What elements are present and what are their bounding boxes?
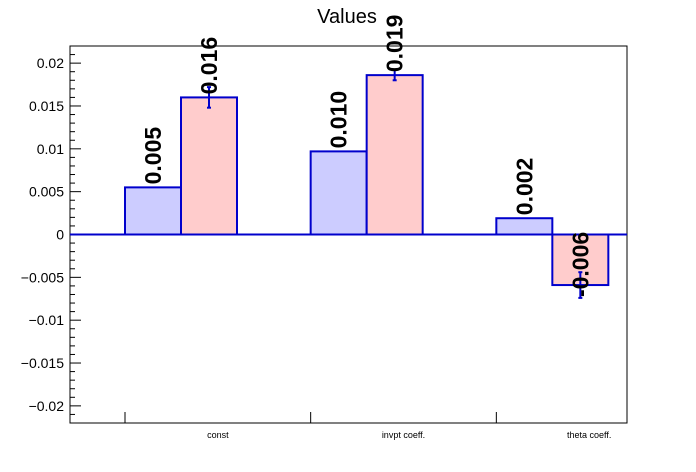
data-label: 0.002 <box>511 158 537 216</box>
y-tick-label: 0.005 <box>29 184 64 200</box>
bar <box>124 186 182 236</box>
data-labels: 0.005 0.010 0.002 0.016 0.019 -0.006 <box>140 15 593 297</box>
y-tick-label: 0.015 <box>29 98 64 114</box>
data-label: 0.016 <box>196 37 222 95</box>
y-tick-label: −0.02 <box>29 398 65 414</box>
bar <box>365 74 424 236</box>
x-axis: const invpt coeff. theta coeff. <box>124 412 611 440</box>
data-label: 0.010 <box>326 91 352 149</box>
bar <box>180 96 238 236</box>
y-tick-label: 0 <box>56 227 64 243</box>
x-tick-label: const <box>207 430 229 440</box>
y-tick-label: −0.005 <box>21 269 64 285</box>
y-tick-label: 0.01 <box>37 141 64 157</box>
y-tick-label: −0.015 <box>21 355 64 371</box>
x-tick-label: theta coeff. <box>567 430 611 440</box>
error-bars <box>207 68 583 299</box>
bar <box>309 150 368 236</box>
y-axis: 0.02 0.015 0.01 0.005 0 −0.005 −0.01 −0.015 −0.0… <box>21 45 81 424</box>
bar <box>495 217 554 236</box>
data-label: 0.019 <box>382 15 408 73</box>
chart-title: Values <box>317 6 377 28</box>
x-tick-label: invpt coeff. <box>382 430 425 440</box>
data-label: -0.006 <box>567 232 593 297</box>
y-tick-label: 0.02 <box>37 55 64 71</box>
data-label: 0.005 <box>140 127 166 185</box>
y-tick-label: −0.01 <box>29 312 65 328</box>
